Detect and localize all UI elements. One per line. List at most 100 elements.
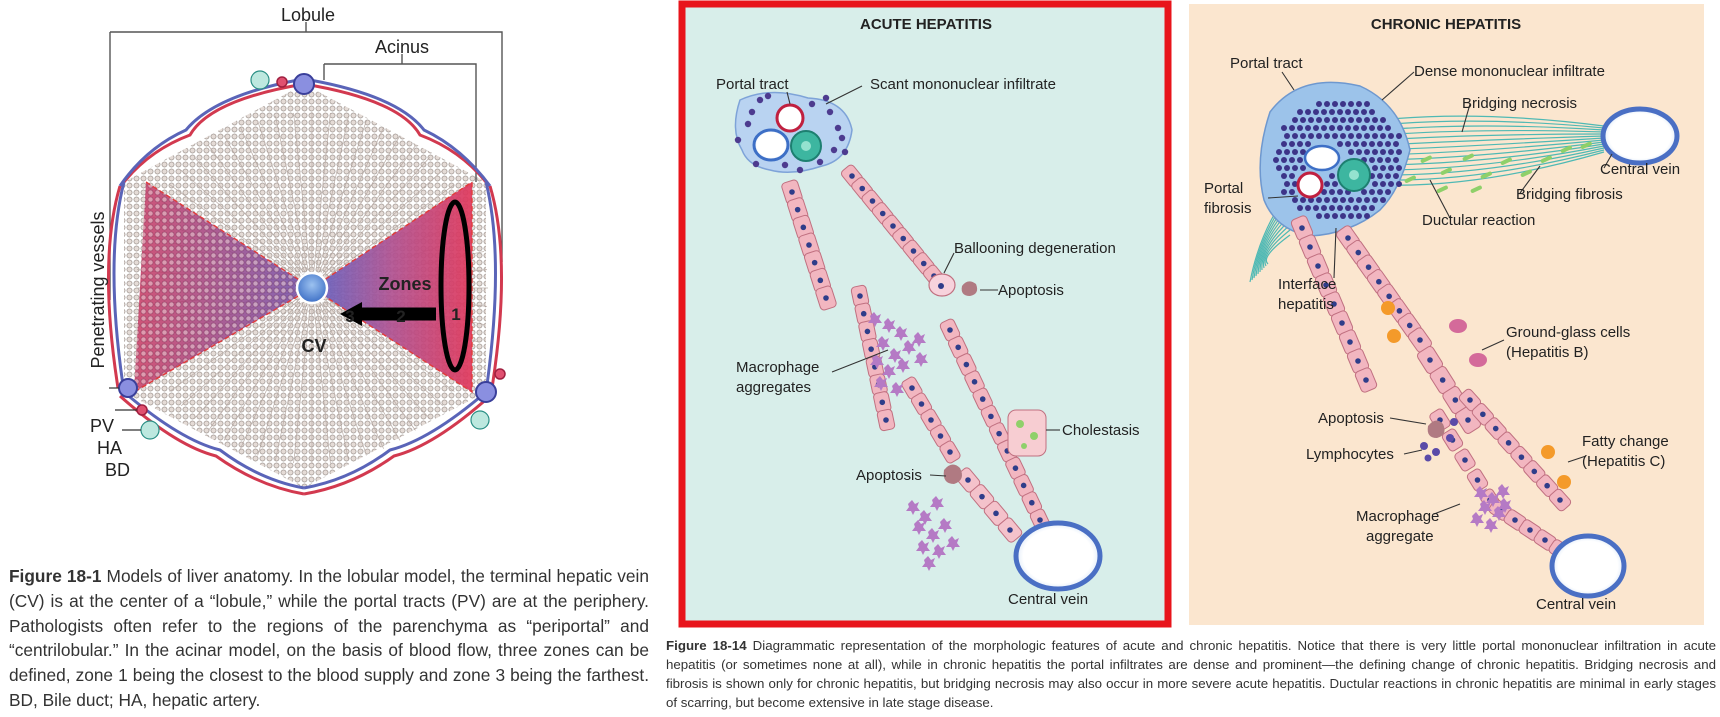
infiltrate-cell — [1340, 213, 1346, 219]
infiltrate-cell — [1377, 125, 1383, 131]
infiltrate-cell — [1300, 133, 1306, 139]
ductule — [1436, 185, 1448, 193]
hepatocyte-nucleus — [1518, 454, 1525, 460]
hepatocyte-nucleus — [1452, 397, 1459, 403]
fibrosis-strand — [1379, 125, 1605, 131]
hepatocyte-nucleus — [879, 210, 886, 217]
acute-apoptosis-label: Apoptosis — [998, 282, 1064, 299]
macrophage — [896, 358, 910, 373]
infiltrate-cell — [1308, 133, 1314, 139]
hepatocyte-nucleus — [868, 346, 874, 352]
hepatocyte-nucleus — [1037, 517, 1043, 523]
chronic-portal-tract-label: Portal tract — [1230, 55, 1303, 72]
infiltrate-cell — [1377, 141, 1383, 147]
infiltrate-cell — [1305, 125, 1311, 131]
hepatocyte-nucleus — [1417, 337, 1423, 343]
hepatocyte-nucleus — [947, 449, 953, 455]
chronic-macrophage-aggregate — [1470, 484, 1512, 533]
ductule — [1462, 153, 1474, 161]
infiltrate-cell — [1313, 109, 1319, 115]
infiltrate-cell — [1388, 181, 1394, 187]
ductule — [1540, 155, 1552, 163]
cord-line — [193, 156, 301, 275]
infiltrate-cell — [1300, 165, 1306, 171]
acute-hepatocyte-cords — [781, 164, 1051, 543]
cord-line — [320, 303, 401, 441]
ductular-reaction-label: Ductular reaction — [1422, 212, 1535, 229]
pv-marker — [118, 378, 138, 398]
macrophage — [938, 518, 952, 533]
infiltrate-cell — [1364, 213, 1370, 219]
hepatocyte-nucleus — [1007, 527, 1013, 533]
chronic-central-vein-bottom-label: Central vein — [1536, 596, 1616, 613]
hepatocyte-nucleus — [883, 417, 889, 423]
hepatocyte-nucleus — [1480, 411, 1486, 418]
hepatocyte-nucleus — [817, 277, 824, 284]
hepatocyte-nucleus — [965, 477, 971, 483]
infiltrate-cell — [1396, 149, 1402, 155]
cord-line — [326, 184, 455, 278]
hepatocyte-nucleus — [860, 310, 867, 317]
hepatocyte-nucleus — [1406, 322, 1413, 329]
fatty-droplet — [1557, 475, 1571, 489]
ductule — [1470, 185, 1482, 193]
hepatocyte-nucleus — [947, 327, 953, 333]
infiltrate-cell — [1332, 197, 1338, 203]
hepatocyte-nucleus — [1427, 357, 1433, 363]
ductule — [1440, 167, 1452, 175]
infiltrate-cell — [1380, 133, 1386, 139]
infiltrate-cell — [1348, 133, 1354, 139]
infiltrate-cell — [826, 108, 834, 116]
macrophage — [918, 510, 932, 525]
hepatocyte-nucleus — [890, 223, 896, 229]
infiltrate-cell — [822, 94, 830, 102]
hepatocyte-nucleus — [1505, 440, 1512, 446]
infiltrate-cell — [841, 148, 849, 156]
infiltrate-cell — [1377, 157, 1383, 163]
infiltrate-cell — [1332, 133, 1338, 139]
infiltrate-cell — [1305, 205, 1311, 211]
dense-infiltrate-label: Dense mononuclear infiltrate — [1414, 63, 1605, 80]
infiltrate-cell — [1273, 157, 1279, 163]
hepatocyte-nucleus — [1465, 417, 1471, 423]
cord-line — [208, 145, 302, 274]
macrophage — [1486, 492, 1500, 507]
hepatocyte-nucleus — [1462, 457, 1468, 463]
infiltrate-cell — [1281, 125, 1287, 131]
hepatocyte-nucleus — [1315, 263, 1321, 269]
acute-central-vein — [1013, 520, 1103, 592]
infiltrate-cell — [734, 136, 742, 144]
acute-portal-tract — [734, 91, 853, 173]
hepatocyte-nucleus — [1355, 249, 1362, 256]
ha-marker — [136, 404, 148, 416]
infiltrate-cell — [1281, 173, 1287, 179]
infiltrate-cell — [1388, 165, 1394, 171]
penetrating-vessels-label: Penetrating vessels — [88, 211, 108, 368]
hepatocyte-nucleus — [1544, 482, 1550, 489]
hepatocyte-nucleus — [879, 399, 886, 406]
infiltrate-cell — [1356, 133, 1362, 139]
infiltrate-cell — [1324, 181, 1330, 187]
cord-line — [313, 305, 331, 464]
infiltrate-cell — [1316, 213, 1322, 219]
macrophage — [882, 364, 896, 379]
apoptotic-body — [961, 281, 978, 296]
hepatocyte-nucleus — [806, 242, 812, 248]
infiltrate-cell — [1289, 125, 1295, 131]
infiltrate-cell — [1380, 197, 1386, 203]
macrophage — [1470, 512, 1484, 527]
acute-portal-tract-label: Portal tract — [716, 76, 789, 93]
infiltrate-cell — [1316, 117, 1322, 123]
chronic-macrophage-label-1: Macrophage — [1356, 508, 1439, 525]
chronic-macrophage-label-2: aggregate — [1366, 528, 1434, 545]
infiltrate-cell — [1284, 165, 1290, 171]
infiltrate-cell — [1353, 109, 1359, 115]
infiltrate-cell — [1364, 101, 1370, 107]
cord-line — [180, 169, 299, 277]
hepatocyte-nucleus — [928, 417, 934, 423]
chronic-leader-lines — [1267, 71, 1613, 515]
infiltrate-cell — [1324, 197, 1330, 203]
infiltrate-cell — [1313, 205, 1319, 211]
infiltrate-cell — [838, 134, 846, 142]
macrophage — [1498, 498, 1512, 513]
